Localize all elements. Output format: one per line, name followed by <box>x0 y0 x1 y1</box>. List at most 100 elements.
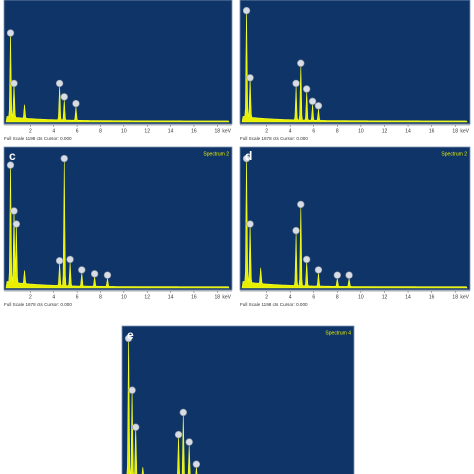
x-tick-label: 14 <box>168 294 174 300</box>
peak-marker <box>242 6 251 15</box>
peak-marker <box>185 438 193 446</box>
peak-marker <box>55 257 64 265</box>
x-tick-label: 8 <box>336 128 339 134</box>
x-tick-label: 16 <box>429 294 435 300</box>
spectrum <box>241 157 468 289</box>
x-tick-label: 10 <box>358 294 364 300</box>
peak-marker <box>246 220 254 228</box>
x-tick-label: 18 <box>452 128 458 134</box>
x-tick-label: 10 <box>121 294 127 300</box>
spectrum <box>5 161 230 289</box>
x-tick-label: 6 <box>312 128 315 134</box>
peak-marker <box>314 102 323 110</box>
x-tick-label: 6 <box>76 294 79 300</box>
x-tick-label: 18 <box>215 294 221 300</box>
x-tick-label: 4 <box>52 294 55 300</box>
peak-marker <box>333 271 342 279</box>
peak-marker <box>10 207 18 215</box>
x-tick-label: 12 <box>144 128 150 134</box>
peak-marker <box>132 423 140 431</box>
peak-marker <box>314 266 323 274</box>
x-tick-label: 4 <box>52 128 55 134</box>
peak-marker <box>174 430 183 439</box>
spectrum <box>5 32 230 123</box>
peak-marker <box>103 271 112 279</box>
x-unit: keV <box>460 294 469 300</box>
x-tick-label: 14 <box>405 294 411 300</box>
plot-area <box>3 0 233 125</box>
peak-marker <box>55 79 64 88</box>
peak-marker <box>78 266 86 274</box>
x-tick-label: 6 <box>76 128 79 134</box>
peak-marker <box>6 29 15 37</box>
spectrum <box>241 10 468 123</box>
panel: d Spectrum 2 2 4 6 8 10 12 14 16 18 keV Full Scale 1… <box>239 146 471 307</box>
peak-marker <box>12 220 21 228</box>
footer: Full Scale 1198 cts Cursor: 0.000 <box>4 136 72 141</box>
footer: Full Scale 1678 cts Cursor: 0.000 <box>240 136 308 141</box>
x-tick-label: 16 <box>429 128 435 134</box>
panel: 2 4 6 8 10 12 14 16 18 keV Full Scale 1678 cts Cur… <box>239 0 471 141</box>
peak-marker <box>179 408 187 417</box>
x-tick-label: 16 <box>191 294 197 300</box>
x-tick-label: 2 <box>29 294 32 300</box>
plot-area <box>121 325 355 474</box>
x-tick-label: 16 <box>191 128 197 134</box>
spectrum-name: Spectrum 4 <box>325 330 351 336</box>
peak-marker <box>297 200 305 209</box>
x-tick-label: 8 <box>99 294 102 300</box>
peak-marker <box>242 154 251 163</box>
x-tick-label: 18 <box>452 294 458 300</box>
plot-area <box>239 0 471 125</box>
spectrum-name: Spectrum 2 <box>441 151 467 157</box>
x-unit: keV <box>222 294 231 300</box>
spectrum-name: Spectrum 2 <box>203 151 229 157</box>
peak-marker <box>60 93 68 101</box>
peak-marker <box>192 460 201 468</box>
x-tick-label: 12 <box>144 294 150 300</box>
x-tick-label: 4 <box>289 128 292 134</box>
x-tick-label: 2 <box>265 128 268 134</box>
panel: 2 4 6 8 10 12 14 16 18 keV Full Scale 1198 cts Cur… <box>3 0 233 141</box>
peak-marker <box>124 334 133 343</box>
panel-label: d <box>245 149 252 163</box>
x-tick-label: 2 <box>265 294 268 300</box>
peak-marker <box>302 85 311 93</box>
peak-marker <box>128 386 136 394</box>
x-tick-label: 12 <box>382 128 388 134</box>
x-tick-label: 18 <box>215 128 221 134</box>
x-tick-label: 14 <box>168 128 174 134</box>
peak-marker <box>72 99 80 108</box>
footer: Full Scale 1678 cts Cursor: 0.000 <box>4 302 72 307</box>
plot-area <box>3 146 233 291</box>
x-tick-label: 10 <box>358 128 364 134</box>
x-tick-label: 8 <box>99 128 102 134</box>
x-tick-label: 12 <box>382 294 388 300</box>
panel-label: e <box>127 328 134 342</box>
peak-marker <box>60 154 68 163</box>
x-tick-label: 10 <box>121 128 127 134</box>
peak-marker <box>308 97 317 106</box>
panel: e Spectrum 4 <box>121 325 355 474</box>
x-tick-label: 2 <box>29 128 32 134</box>
peak-marker <box>66 255 74 264</box>
peak-marker <box>292 226 300 235</box>
peak-marker <box>6 161 15 169</box>
footer: Full Scale 1198 cts Cursor: 0.000 <box>240 302 308 307</box>
plot-area <box>239 146 471 291</box>
peak-marker <box>292 79 300 88</box>
x-tick-label: 8 <box>336 294 339 300</box>
x-tick-label: 14 <box>405 128 411 134</box>
peak-marker <box>10 79 18 88</box>
panel-label: c <box>9 149 16 163</box>
x-unit: keV <box>222 128 231 134</box>
peak-marker <box>302 255 311 264</box>
x-unit: keV <box>460 128 469 134</box>
peak-marker <box>297 59 305 67</box>
panel: c Spectrum 2 2 4 6 8 10 12 14 16 18 keV Full Scale 1… <box>3 146 233 307</box>
peak-marker <box>90 270 99 278</box>
x-tick-label: 4 <box>289 294 292 300</box>
x-tick-label: 6 <box>312 294 315 300</box>
peak-marker <box>345 271 353 279</box>
